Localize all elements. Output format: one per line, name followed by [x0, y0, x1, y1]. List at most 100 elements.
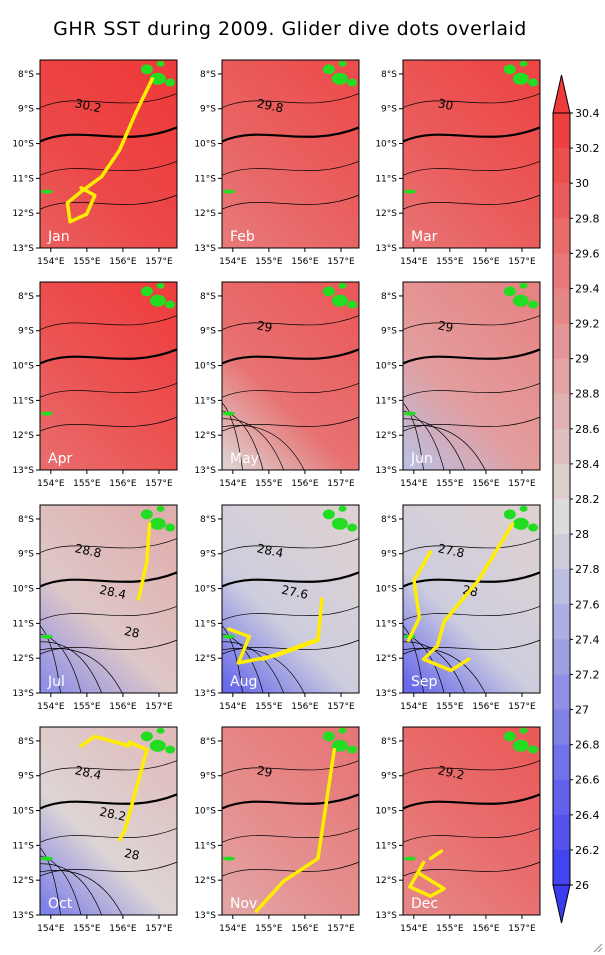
x-tick-label: 157°E [327, 479, 355, 489]
y-tick-label: 10°S [375, 140, 397, 150]
resize-grip-icon[interactable] [591, 941, 603, 953]
contour-label: 27.8 [437, 541, 466, 560]
island [528, 300, 539, 309]
colorbar-bin [553, 534, 570, 570]
y-tick-label: 11°S [375, 174, 397, 184]
contour-line [221, 861, 360, 877]
panel-frame [402, 726, 541, 916]
y-tick-label: 12°S [194, 876, 216, 886]
x-tick-label: 155°E [436, 924, 464, 934]
contour-label: 28.4 [98, 583, 127, 602]
contour-line [39, 639, 178, 655]
contour-line [39, 93, 178, 108]
contour-line [221, 418, 284, 471]
island [347, 523, 358, 532]
contour-line [39, 861, 178, 877]
x-tick-label: 155°E [436, 702, 464, 712]
island [165, 78, 176, 87]
colorbar-tick-label: 30.2 [575, 142, 600, 155]
island [322, 64, 335, 75]
glider-track [408, 849, 446, 898]
island [347, 745, 358, 754]
island [222, 856, 235, 861]
sst-field [40, 727, 177, 915]
island [338, 282, 347, 289]
contour-label: 29 [437, 318, 455, 335]
panel-frame [39, 59, 178, 249]
y-tick-label: 12°S [194, 431, 216, 441]
colorbar-bin [553, 218, 570, 254]
contour-line [221, 827, 360, 843]
contour-line [221, 382, 360, 398]
y-tick-label: 13°S [12, 466, 34, 476]
island [503, 731, 516, 742]
contour-line [221, 641, 284, 694]
y-tick-label: 12°S [12, 654, 34, 664]
colorbar-tick-label: 29.6 [575, 247, 600, 260]
contour-label: 28 [123, 846, 141, 863]
sst-field [222, 505, 359, 693]
island [165, 300, 176, 309]
contour-line [402, 348, 541, 365]
contour-label: 29 [256, 318, 274, 335]
y-tick-label: 13°S [375, 689, 397, 699]
contour-line [402, 793, 541, 810]
contour-line [402, 760, 541, 775]
x-tick-label: 156°E [291, 479, 319, 489]
contour-line [221, 93, 360, 108]
island [140, 286, 153, 297]
island [403, 856, 416, 861]
colorbar-tick-label: 28.4 [575, 458, 600, 471]
colorbar-bin [553, 779, 570, 816]
panel-frame [402, 281, 541, 471]
contour-line [39, 348, 178, 365]
x-tick-label: 157°E [327, 702, 355, 712]
x-tick-label: 154°E [219, 257, 247, 267]
contour-line [402, 402, 424, 471]
y-tick-label: 10°S [12, 807, 34, 817]
y-tick-label: 9°S [18, 772, 34, 782]
x-tick-label: 156°E [291, 257, 319, 267]
x-tick-label: 157°E [327, 257, 355, 267]
x-tick-label: 154°E [219, 479, 247, 489]
island [347, 78, 358, 87]
y-tick-label: 12°S [194, 654, 216, 664]
contour-line [221, 538, 360, 553]
y-tick-label: 8°S [381, 292, 397, 302]
contour-line [221, 571, 360, 588]
colorbar-tick-label: 26 [575, 879, 589, 892]
x-tick-label: 156°E [472, 479, 500, 489]
island [40, 189, 53, 194]
island [40, 634, 53, 639]
y-tick-label: 9°S [381, 105, 397, 115]
x-tick-label: 156°E [109, 702, 137, 712]
colorbar-tick-label: 29.4 [575, 282, 600, 295]
x-tick-label: 157°E [145, 479, 173, 489]
colorbar-tick-label: 27.6 [575, 598, 600, 611]
contour-line [402, 425, 486, 471]
panel-frame [39, 281, 178, 471]
contour-line [39, 760, 178, 775]
y-tick-label: 10°S [194, 362, 216, 372]
island [149, 72, 166, 85]
colorbar-tick-label: 29.8 [575, 212, 600, 225]
colorbar-tick-label: 26.2 [575, 844, 600, 857]
month-label: Nov [230, 896, 257, 912]
y-tick-label: 12°S [194, 209, 216, 219]
y-tick-label: 8°S [381, 515, 397, 525]
y-tick-label: 9°S [200, 772, 216, 782]
colorbar-tick-label: 30.4 [575, 107, 600, 120]
x-tick-label: 154°E [219, 702, 247, 712]
island [156, 505, 165, 512]
island [503, 286, 516, 297]
y-tick-label: 12°S [375, 876, 397, 886]
x-tick-label: 155°E [436, 479, 464, 489]
x-tick-label: 157°E [145, 702, 173, 712]
panel-frame [221, 504, 360, 694]
y-tick-label: 13°S [194, 244, 216, 254]
colorbar-tick-label: 26.4 [575, 809, 600, 822]
island [403, 411, 416, 416]
contour-line [221, 639, 360, 655]
contour-line [39, 870, 123, 916]
